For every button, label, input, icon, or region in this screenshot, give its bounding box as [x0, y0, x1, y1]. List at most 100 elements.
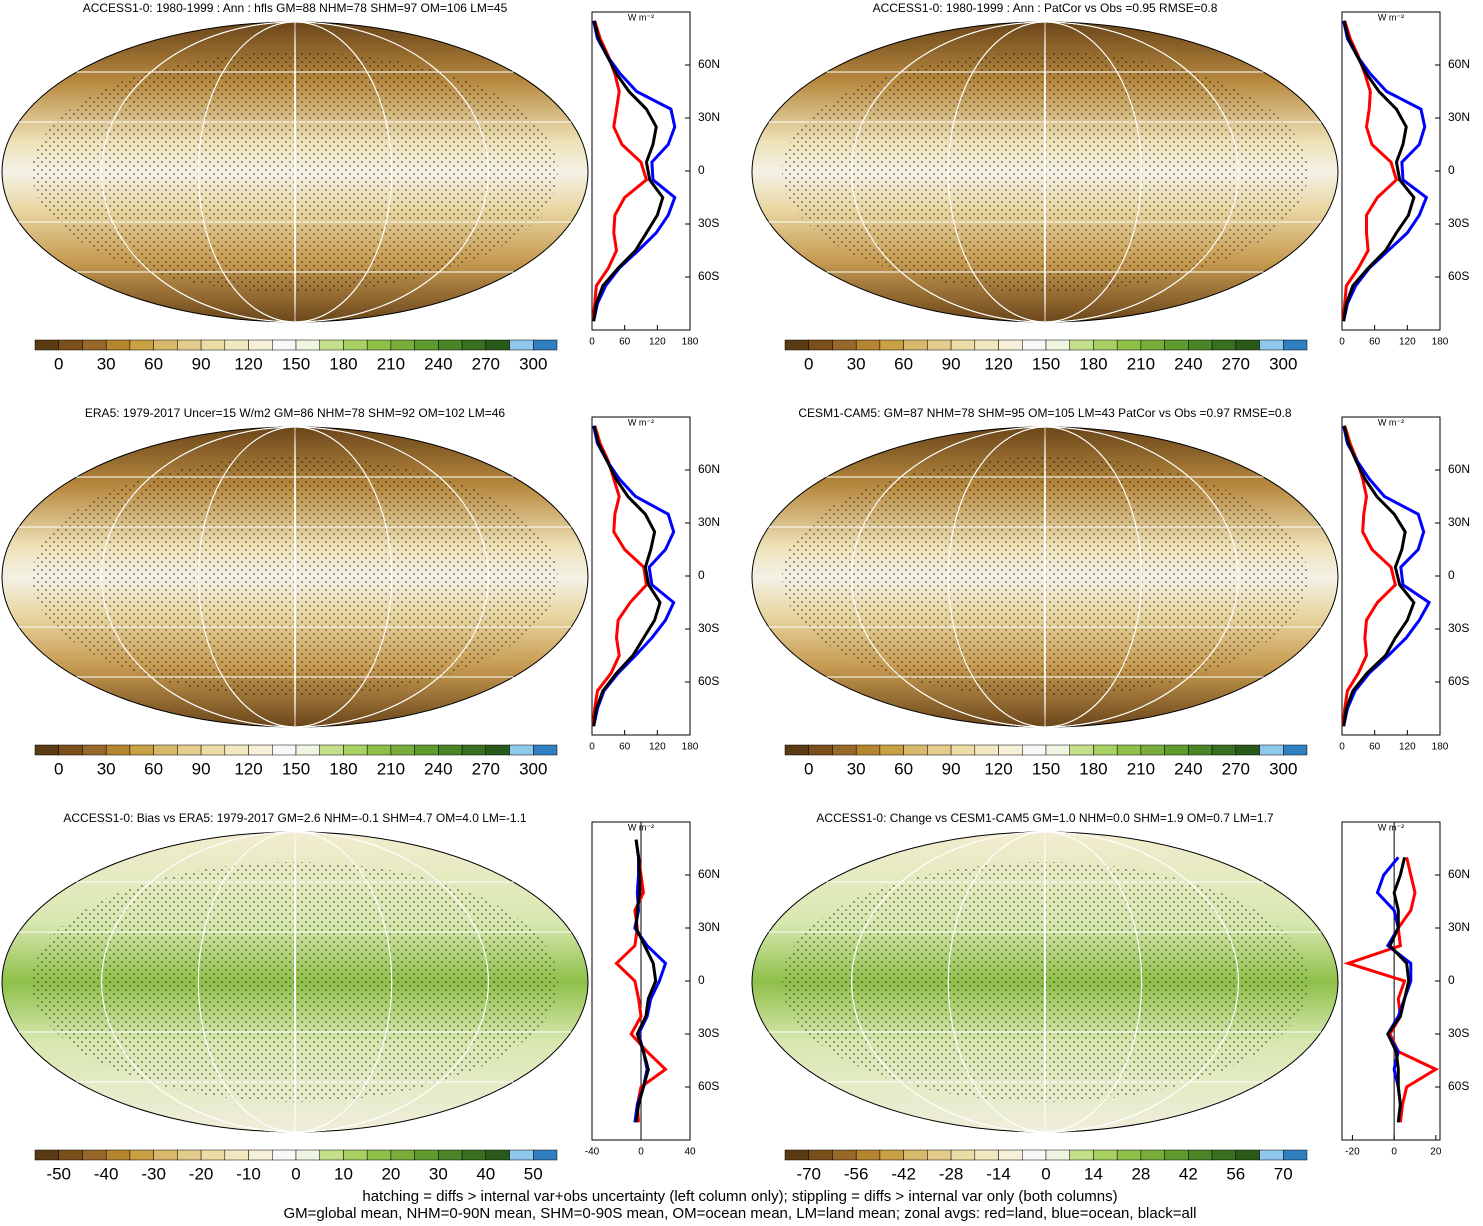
panel-title: ACCESS1-0: 1980-1999 : Ann : hfls GM=88 …: [83, 1, 508, 15]
x-tick-label: 120: [649, 337, 666, 348]
colorbar-label: 90: [942, 759, 961, 778]
colorbar-label: 180: [329, 759, 357, 778]
colorbar-box: [272, 1149, 297, 1161]
colorbar-label: 270: [472, 759, 500, 778]
colorbar-label: -14: [986, 1164, 1011, 1183]
colorbar-box: [1045, 1149, 1070, 1161]
x-tick-label: 180: [1432, 337, 1449, 348]
colorbar-box: [1188, 339, 1213, 351]
x-tick-label: 120: [1399, 742, 1416, 753]
colorbar-label: 150: [282, 759, 310, 778]
colorbar-box: [998, 744, 1023, 756]
y-tick-label: 60N: [1448, 867, 1470, 881]
colorbar-label: 300: [1269, 759, 1297, 778]
panel-title: ACCESS1-0: 1980-1999 : Ann : PatCor vs O…: [873, 1, 1218, 15]
colorbar-label: 60: [894, 759, 913, 778]
colorbar-box: [1116, 339, 1142, 351]
colorbar-box: [1140, 744, 1165, 756]
colorbar-box: [1283, 744, 1308, 756]
colorbar-label: -40: [94, 1164, 119, 1183]
colorbar-box: [1235, 1149, 1260, 1161]
colorbar-label: 270: [1222, 759, 1250, 778]
colorbar-box: [366, 744, 392, 756]
colorbar-box: [1164, 339, 1189, 351]
colorbar-box: [1116, 1149, 1142, 1161]
colorbar-label: 40: [476, 1164, 495, 1183]
colorbar-box: [34, 744, 59, 756]
x-tick-label: 120: [649, 742, 666, 753]
y-tick-label: 0: [1448, 568, 1455, 582]
note: hatching = diffs > internal var+obs unce…: [362, 1188, 1117, 1205]
y-tick-label: 60S: [698, 269, 719, 283]
x-tick-label: 60: [619, 742, 631, 753]
colorbar-box: [1069, 744, 1094, 756]
colorbar-box: [105, 1149, 131, 1161]
colorbar-label: 90: [192, 759, 211, 778]
graticule: [851, 831, 1239, 1133]
colorbar-box: [200, 744, 226, 756]
colorbar-labels: 0 30 60 90 120 150 180 210 240 270 300: [804, 759, 1297, 778]
colorbar-label: 30: [97, 759, 116, 778]
zonal-line: [592, 20, 665, 322]
unit-label: W m⁻²: [1378, 822, 1404, 832]
colorbar-box: [248, 1149, 273, 1161]
colorbar-box: [485, 339, 510, 351]
colorbar-label: 0: [1041, 1164, 1050, 1183]
y-tick-label: 30N: [1448, 515, 1470, 529]
y-tick-label: 30S: [1448, 216, 1469, 230]
unit-label: W m⁻²: [1378, 12, 1404, 22]
graticule: [294, 831, 296, 1133]
graticule: [1044, 831, 1046, 1133]
colorbar-box: [319, 744, 344, 756]
colorbar-box: [1022, 744, 1047, 756]
colorbar-box: [903, 744, 928, 756]
colorbar-box: [808, 339, 833, 351]
y-tick-label: 60S: [1448, 269, 1469, 283]
colorbar-label: 240: [1174, 354, 1202, 373]
colorbar-box: [153, 339, 178, 351]
colorbar-box: [129, 1149, 154, 1161]
colorbar-label: 300: [519, 759, 547, 778]
colorbar-box: [485, 1149, 510, 1161]
unit-label: W m⁻²: [1378, 417, 1404, 427]
colorbar-box: [343, 1149, 368, 1161]
colorbar-label: 28: [1131, 1164, 1150, 1183]
colorbar-box: [533, 1149, 558, 1161]
y-tick-label: 60N: [1448, 57, 1470, 71]
colorbar-label: 0: [804, 759, 813, 778]
colorbar-box: [1022, 339, 1047, 351]
colorbar-box: [1211, 339, 1237, 351]
colorbar-box: [200, 1149, 226, 1161]
colorbar-box: [438, 1149, 463, 1161]
x-tick-label: 180: [682, 742, 699, 753]
y-tick-label: 60N: [698, 57, 720, 71]
colorbar-label: 210: [377, 759, 405, 778]
graticule: [294, 21, 296, 323]
colorbar-box: [832, 744, 857, 756]
x-tick-label: 180: [682, 337, 699, 348]
zonal-line: [614, 839, 668, 1123]
profile-frame: [1341, 11, 1441, 331]
zonal-line: [1386, 856, 1411, 1123]
y-tick-label: 0: [1448, 163, 1455, 177]
colorbar-box: [808, 1149, 833, 1161]
graticule: [851, 426, 1239, 728]
colorbar-label: -50: [46, 1164, 71, 1183]
panel-title: ERA5: 1979-2017 Uncer=15 W/m2 GM=86 NHM=…: [85, 406, 506, 420]
x-tick-label: 0: [1339, 337, 1345, 348]
panel-title: ACCESS1-0: Bias vs ERA5: 1979-2017 GM=2.…: [63, 811, 527, 825]
colorbar-box: [105, 744, 131, 756]
colorbar-box: [808, 744, 833, 756]
colorbar-box: [248, 744, 273, 756]
colorbar-box: [950, 339, 976, 351]
colorbar-box: [1211, 744, 1237, 756]
colorbar-box: [272, 744, 297, 756]
y-tick-label: 30N: [698, 920, 720, 934]
graticule: [101, 426, 489, 728]
colorbar-label: 120: [984, 354, 1012, 373]
colorbar-labels: 0 30 60 90 120 150 180 210 240 270 300: [804, 354, 1297, 373]
colorbar-box: [1093, 339, 1118, 351]
colorbar-label: 240: [424, 759, 452, 778]
y-tick-label: 60S: [698, 1079, 719, 1093]
profile-frame: [1341, 821, 1441, 1141]
